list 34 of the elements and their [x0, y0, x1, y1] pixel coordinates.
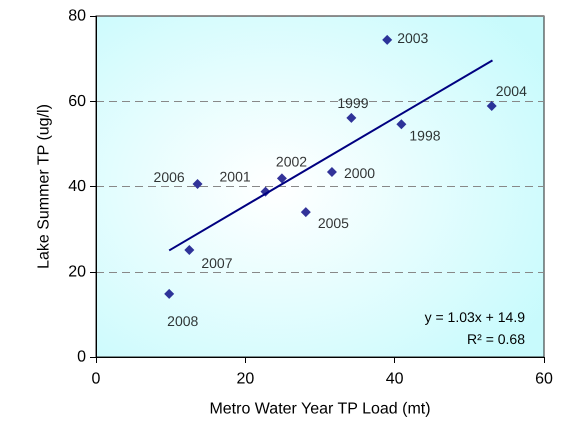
y-tick-label: 40: [68, 178, 86, 195]
point: [184, 245, 194, 256]
point: [192, 178, 203, 189]
y-tick-label: 0: [77, 348, 86, 366]
annotation: y = 1.03x + 14.9: [424, 309, 526, 325]
annotation: 2002: [276, 153, 308, 170]
annotation: R² = 0.68: [467, 331, 526, 347]
annotation: 2003: [397, 30, 429, 46]
point: [326, 167, 337, 178]
annotation: 1998: [409, 127, 441, 144]
annotation: 2000: [344, 165, 376, 182]
y-axis-title: Lake Summer TP (ug/l): [36, 104, 52, 269]
annotation: 2006: [154, 168, 185, 185]
x-tick-label: 60: [535, 370, 553, 388]
x-axis-title: Metro Water Year TP Load (mt): [209, 400, 431, 418]
annotation: 2001: [219, 168, 251, 185]
annotation: 2008: [167, 312, 199, 329]
point: [396, 119, 406, 130]
x-tick-label: 0: [92, 370, 101, 388]
y-tick-label: 60: [68, 92, 86, 110]
x-tick-label: 40: [386, 370, 404, 388]
point: [276, 173, 287, 184]
point: [346, 112, 356, 123]
point: [382, 34, 392, 45]
annotation: 2007: [201, 255, 233, 272]
point: [486, 100, 497, 111]
point: [300, 207, 311, 218]
y-tick-label: 20: [68, 263, 86, 280]
x-tick-label: 20: [236, 370, 254, 388]
y-tick-label: 80: [68, 8, 86, 24]
annotation: 2004: [496, 82, 528, 99]
annotation: 2005: [318, 215, 350, 232]
annotation: 1999: [337, 94, 369, 111]
point: [164, 288, 174, 299]
